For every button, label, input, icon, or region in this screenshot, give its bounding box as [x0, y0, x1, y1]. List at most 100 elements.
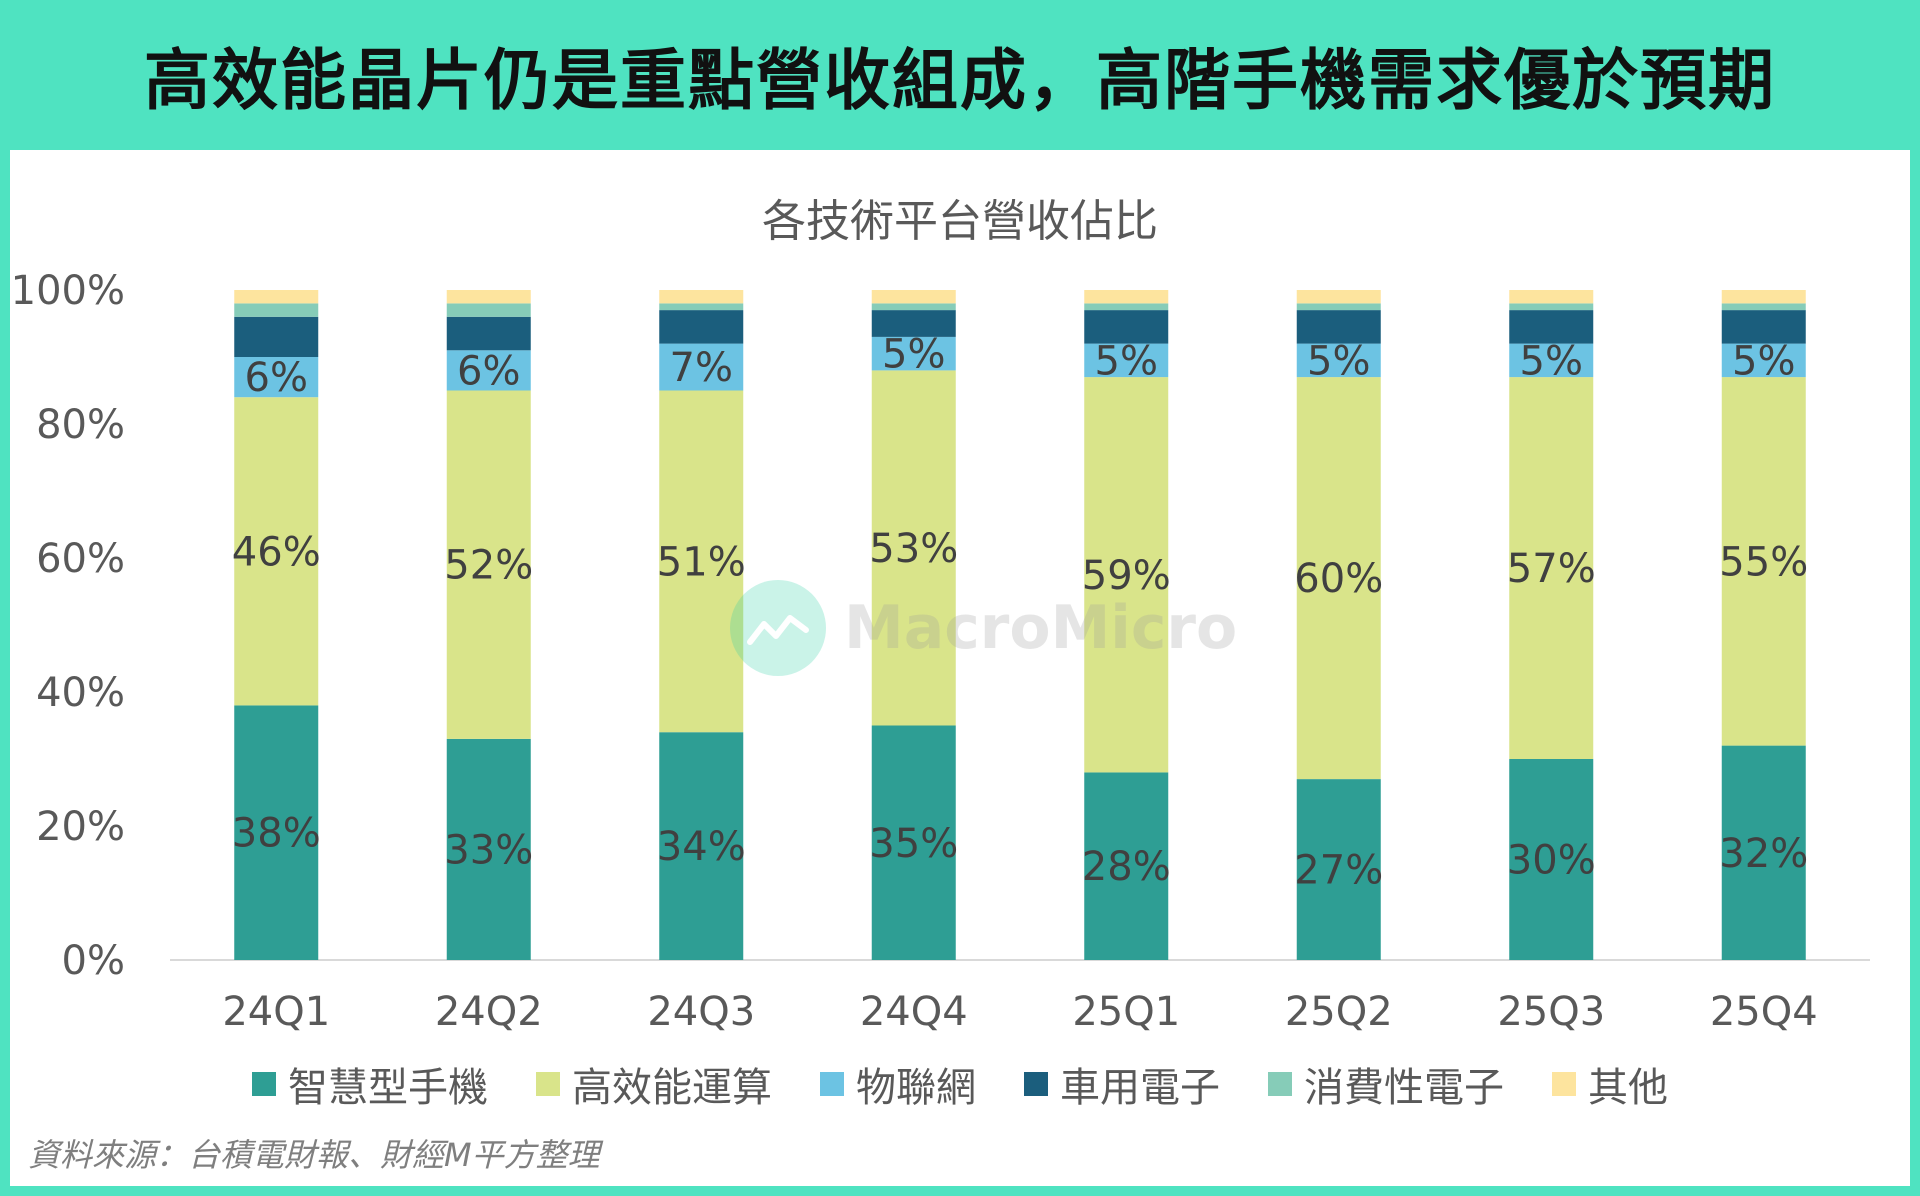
bar-segment — [659, 343, 744, 391]
header-banner: 高效能晶片仍是重點營收組成，高階手機需求優於預期 — [0, 0, 1920, 150]
data-label: 5% — [1095, 338, 1158, 384]
bar-segment — [659, 290, 744, 304]
y-tick-label: 100% — [11, 268, 125, 314]
y-tick-label: 80% — [36, 402, 125, 448]
bar-segment — [234, 705, 319, 960]
data-label: 38% — [232, 811, 321, 857]
bar-segment — [1296, 290, 1381, 304]
legend-item: 高效能運算 — [536, 1055, 772, 1113]
bar-segment — [871, 303, 956, 311]
data-label: 33% — [444, 827, 533, 873]
bar-segment — [1296, 343, 1381, 378]
chart-legend: 智慧型手機 高效能運算 物聯網 車用電子 消費性電子 其他 — [10, 1055, 1910, 1113]
bar-segment — [1084, 310, 1169, 344]
bar-segment — [1721, 290, 1806, 304]
data-label: 5% — [1732, 338, 1795, 384]
bar-segment — [1509, 303, 1594, 311]
data-label: 52% — [444, 543, 533, 589]
bar-segment — [1084, 772, 1169, 960]
bar-segment — [446, 290, 531, 304]
bar-segment — [446, 350, 531, 391]
x-tick-label: 24Q2 — [435, 989, 543, 1035]
data-label: 59% — [1082, 553, 1171, 599]
macromicro-logo-icon — [730, 580, 826, 676]
bar-segment — [446, 390, 531, 739]
bar-segment — [1509, 290, 1594, 304]
legend-label: 消費性電子 — [1304, 1065, 1504, 1111]
legend-item: 智慧型手機 — [252, 1055, 488, 1113]
bar-segment — [1509, 377, 1594, 759]
data-label: 35% — [869, 821, 958, 867]
bar-segment — [1084, 290, 1169, 304]
data-label: 32% — [1719, 831, 1808, 877]
x-tick-label: 25Q1 — [1072, 989, 1180, 1035]
bar-segment — [659, 303, 744, 311]
x-tick-label: 25Q2 — [1285, 989, 1393, 1035]
data-label: 6% — [245, 355, 308, 401]
y-tick-label: 20% — [36, 804, 125, 850]
data-label: 57% — [1507, 546, 1596, 592]
data-label: 46% — [232, 529, 321, 575]
legend-swatch — [1552, 1072, 1576, 1096]
y-tick-label: 40% — [36, 670, 125, 716]
legend-label: 高效能運算 — [572, 1065, 772, 1111]
bar-segment — [446, 316, 531, 351]
bar-segment — [871, 336, 956, 371]
y-tick-label: 0% — [62, 938, 125, 984]
data-label: 5% — [882, 332, 945, 378]
bar-segment — [871, 290, 956, 304]
legend-label: 智慧型手機 — [288, 1065, 488, 1111]
bar-segment — [1296, 310, 1381, 344]
bar-segment — [871, 370, 956, 726]
bar-segment — [1084, 377, 1169, 773]
chart-plot: 0% 20% 40% 60% 80% 100% 38% 46% 6% 24Q1 33% 52% 6% 24… — [11, 268, 1870, 1035]
x-tick-label: 25Q3 — [1497, 989, 1605, 1035]
bar-segment — [234, 397, 319, 706]
data-label: 6% — [457, 348, 520, 394]
legend-label: 車用電子 — [1060, 1065, 1220, 1111]
legend-swatch — [1268, 1072, 1292, 1096]
data-label: 27% — [1294, 848, 1383, 894]
bar-segment — [1084, 303, 1169, 311]
bar-segment — [1721, 745, 1806, 960]
bar-segment — [446, 738, 531, 960]
legend-item: 車用電子 — [1024, 1055, 1220, 1113]
legend-swatch — [1024, 1072, 1048, 1096]
bar-segment — [871, 310, 956, 337]
bar-segment — [234, 290, 319, 304]
data-label: 5% — [1307, 338, 1370, 384]
y-tick-label: 60% — [36, 536, 125, 582]
chart-title: 各技術平台營收佔比 — [762, 196, 1158, 247]
legend-item: 物聯網 — [820, 1055, 976, 1113]
legend-swatch — [536, 1072, 560, 1096]
legend-swatch — [252, 1072, 276, 1096]
watermark-text: MacroMicro — [844, 593, 1238, 663]
x-tick-label: 24Q3 — [647, 989, 755, 1035]
data-label: 34% — [657, 824, 746, 870]
watermark: MacroMicro — [730, 580, 1237, 676]
data-label: 60% — [1294, 556, 1383, 602]
data-label: 28% — [1082, 844, 1171, 890]
bar-segment — [1509, 343, 1594, 378]
bar-segment — [446, 303, 531, 317]
source-note: 資料來源：台積電財報、財經M平方整理 — [28, 1136, 600, 1174]
bar-segment — [659, 310, 744, 344]
x-tick-label: 24Q4 — [860, 989, 968, 1035]
data-label: 5% — [1520, 338, 1583, 384]
bar-segment — [1721, 343, 1806, 378]
bar-segment — [1296, 779, 1381, 960]
bar-segment — [234, 357, 319, 398]
bar-segment — [1509, 759, 1594, 960]
legend-swatch — [820, 1072, 844, 1096]
bar-segment — [659, 732, 744, 960]
x-tick-label: 24Q1 — [222, 989, 330, 1035]
legend-label: 其他 — [1588, 1065, 1668, 1111]
data-label: 7% — [670, 345, 733, 391]
bar-segment — [1296, 377, 1381, 780]
data-label: 30% — [1507, 838, 1596, 884]
page-title: 高效能晶片仍是重點營收組成，高階手機需求優於預期 — [144, 42, 1776, 119]
bar-segment — [871, 725, 956, 960]
bar-segment — [1721, 377, 1806, 746]
bar-segment — [234, 303, 319, 317]
legend-item: 消費性電子 — [1268, 1055, 1504, 1113]
